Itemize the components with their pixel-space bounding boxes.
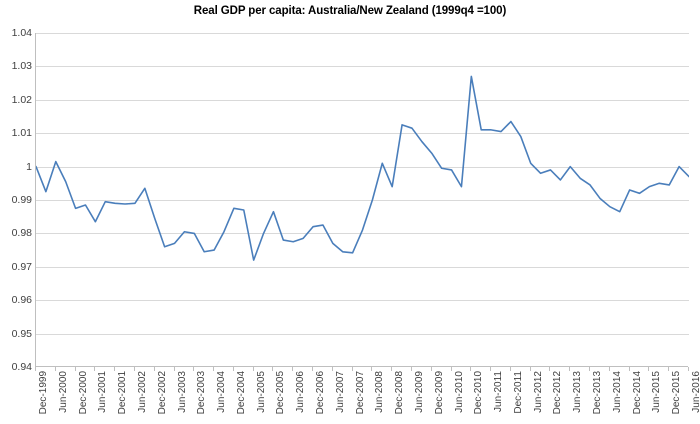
- y-axis-tick-label: 0.95: [11, 327, 32, 340]
- x-axis-tick: [133, 367, 135, 371]
- gridline: [36, 66, 689, 68]
- gridline: [36, 333, 689, 335]
- x-axis-tick: [351, 367, 353, 371]
- x-axis-tick: [470, 367, 472, 371]
- y-axis-tick-label: 1: [26, 160, 32, 173]
- chart-title: Real GDP per capita: Australia/New Zeala…: [193, 5, 507, 17]
- gridline: [36, 200, 689, 201]
- x-axis-tick: [549, 367, 551, 371]
- gridline: [36, 266, 689, 268]
- x-axis-tick-label: Dec-2005: [275, 371, 287, 415]
- x-axis-tick: [153, 367, 155, 371]
- y-axis-tick-label: 1.04: [11, 26, 32, 39]
- x-axis-tick-label: Dec-2000: [77, 371, 89, 415]
- x-axis-tick-label: Jun-2010: [453, 371, 465, 413]
- x-axis-tick: [292, 367, 294, 371]
- x-axis-tick-label: Jun-2003: [176, 371, 188, 413]
- gridline: [36, 99, 689, 101]
- x-axis-tick: [173, 367, 175, 371]
- x-axis-tick-label: Dec-2009: [433, 371, 445, 415]
- x-axis-tick: [252, 367, 254, 371]
- gridline: [36, 300, 689, 302]
- x-axis-tick: [668, 367, 670, 371]
- x-axis-tick-label: Jun-2014: [611, 371, 623, 413]
- x-axis-tick-label: Dec-2014: [631, 371, 643, 415]
- x-axis-tick: [35, 367, 36, 371]
- x-axis-tick-label: Dec-2004: [235, 371, 247, 415]
- x-axis-tick-label: Jun-2008: [374, 371, 386, 413]
- y-axis-tick-label: 1.02: [11, 93, 32, 106]
- x-axis-tick-label: Jun-2001: [97, 371, 109, 413]
- x-axis-tick-label: Dec-2013: [592, 371, 604, 415]
- x-axis-tick: [391, 367, 393, 371]
- x-axis-tick-label: Jun-2004: [216, 371, 228, 413]
- gridline: [36, 133, 689, 135]
- x-axis-tick-label: Jun-2009: [413, 371, 425, 413]
- x-axis-tick: [450, 367, 452, 371]
- x-axis-tick-label: Jun-2002: [136, 371, 148, 413]
- x-axis-tick: [54, 367, 56, 371]
- x-axis-tick: [648, 367, 650, 371]
- x-axis-tick-label: Dec-2010: [473, 371, 485, 415]
- x-axis-tick: [232, 367, 234, 371]
- x-axis-tick-label: Jun-2016: [691, 371, 700, 413]
- y-axis-tick-label: 0.96: [11, 293, 32, 306]
- y-axis-tick-label: 1.01: [11, 126, 32, 139]
- x-axis-tick-label: Jun-2012: [532, 371, 544, 413]
- x-axis-tick-label: Jun-2013: [572, 371, 584, 413]
- y-axis-tick-label: 1.03: [11, 60, 32, 73]
- x-axis-tick: [509, 367, 511, 371]
- x-axis-tick-label: Jun-2007: [334, 371, 346, 413]
- gridline: [36, 166, 689, 168]
- x-axis-tick: [371, 367, 373, 371]
- x-axis-tick: [94, 367, 96, 371]
- gridline: [36, 33, 689, 34]
- gdp-per-capita-line: [36, 75, 689, 261]
- x-axis-tick: [114, 367, 116, 371]
- x-axis-tick-label: Dec-1999: [38, 371, 49, 415]
- x-axis-tick-label: Dec-2001: [117, 371, 129, 415]
- x-axis-tick: [569, 367, 571, 371]
- x-axis-tick-label: Dec-2002: [156, 371, 168, 415]
- x-axis-tick: [490, 367, 492, 371]
- x-axis-tick-label: Dec-2015: [671, 371, 683, 415]
- series-line: [36, 75, 689, 261]
- x-axis-tick: [529, 367, 531, 371]
- x-axis-tick-label: Dec-2012: [552, 371, 564, 415]
- x-axis-tick: [628, 367, 630, 371]
- x-axis-tick-label: Dec-2003: [196, 371, 208, 415]
- x-axis-tick-label: Jun-2005: [255, 371, 267, 413]
- x-axis-tick-label: Dec-2011: [512, 371, 524, 414]
- x-axis-tick: [410, 367, 412, 371]
- x-axis-tick-label: Jun-2015: [651, 371, 663, 413]
- x-axis-tick: [213, 367, 215, 371]
- x-axis-tick: [331, 367, 333, 371]
- x-axis-tick-label: Jun-2006: [295, 371, 307, 413]
- y-axis-tick-label: 0.99: [11, 193, 32, 206]
- x-axis-tick: [589, 367, 591, 371]
- x-axis-tick-label: Dec-2006: [315, 371, 327, 415]
- x-axis-tick: [74, 367, 76, 371]
- x-axis-tick: [688, 367, 689, 371]
- x-axis-tick: [608, 367, 610, 371]
- x-axis-tick: [430, 367, 432, 371]
- y-axis-tick-label: 0.94: [11, 360, 32, 373]
- x-axis-tick-label: Jun-2011: [493, 371, 505, 412]
- x-axis-tick-label: Dec-2007: [354, 371, 366, 415]
- y-axis-tick-label: 0.98: [11, 227, 32, 240]
- plot-area: [35, 33, 689, 367]
- x-axis-tick: [272, 367, 274, 371]
- gridline: [36, 233, 689, 235]
- x-axis-tick-label: Dec-2008: [394, 371, 406, 415]
- x-axis-tick: [193, 367, 195, 371]
- x-axis-tick-label: Jun-2000: [57, 371, 69, 413]
- x-axis-tick: [312, 367, 314, 371]
- y-axis-tick-label: 0.97: [11, 260, 32, 273]
